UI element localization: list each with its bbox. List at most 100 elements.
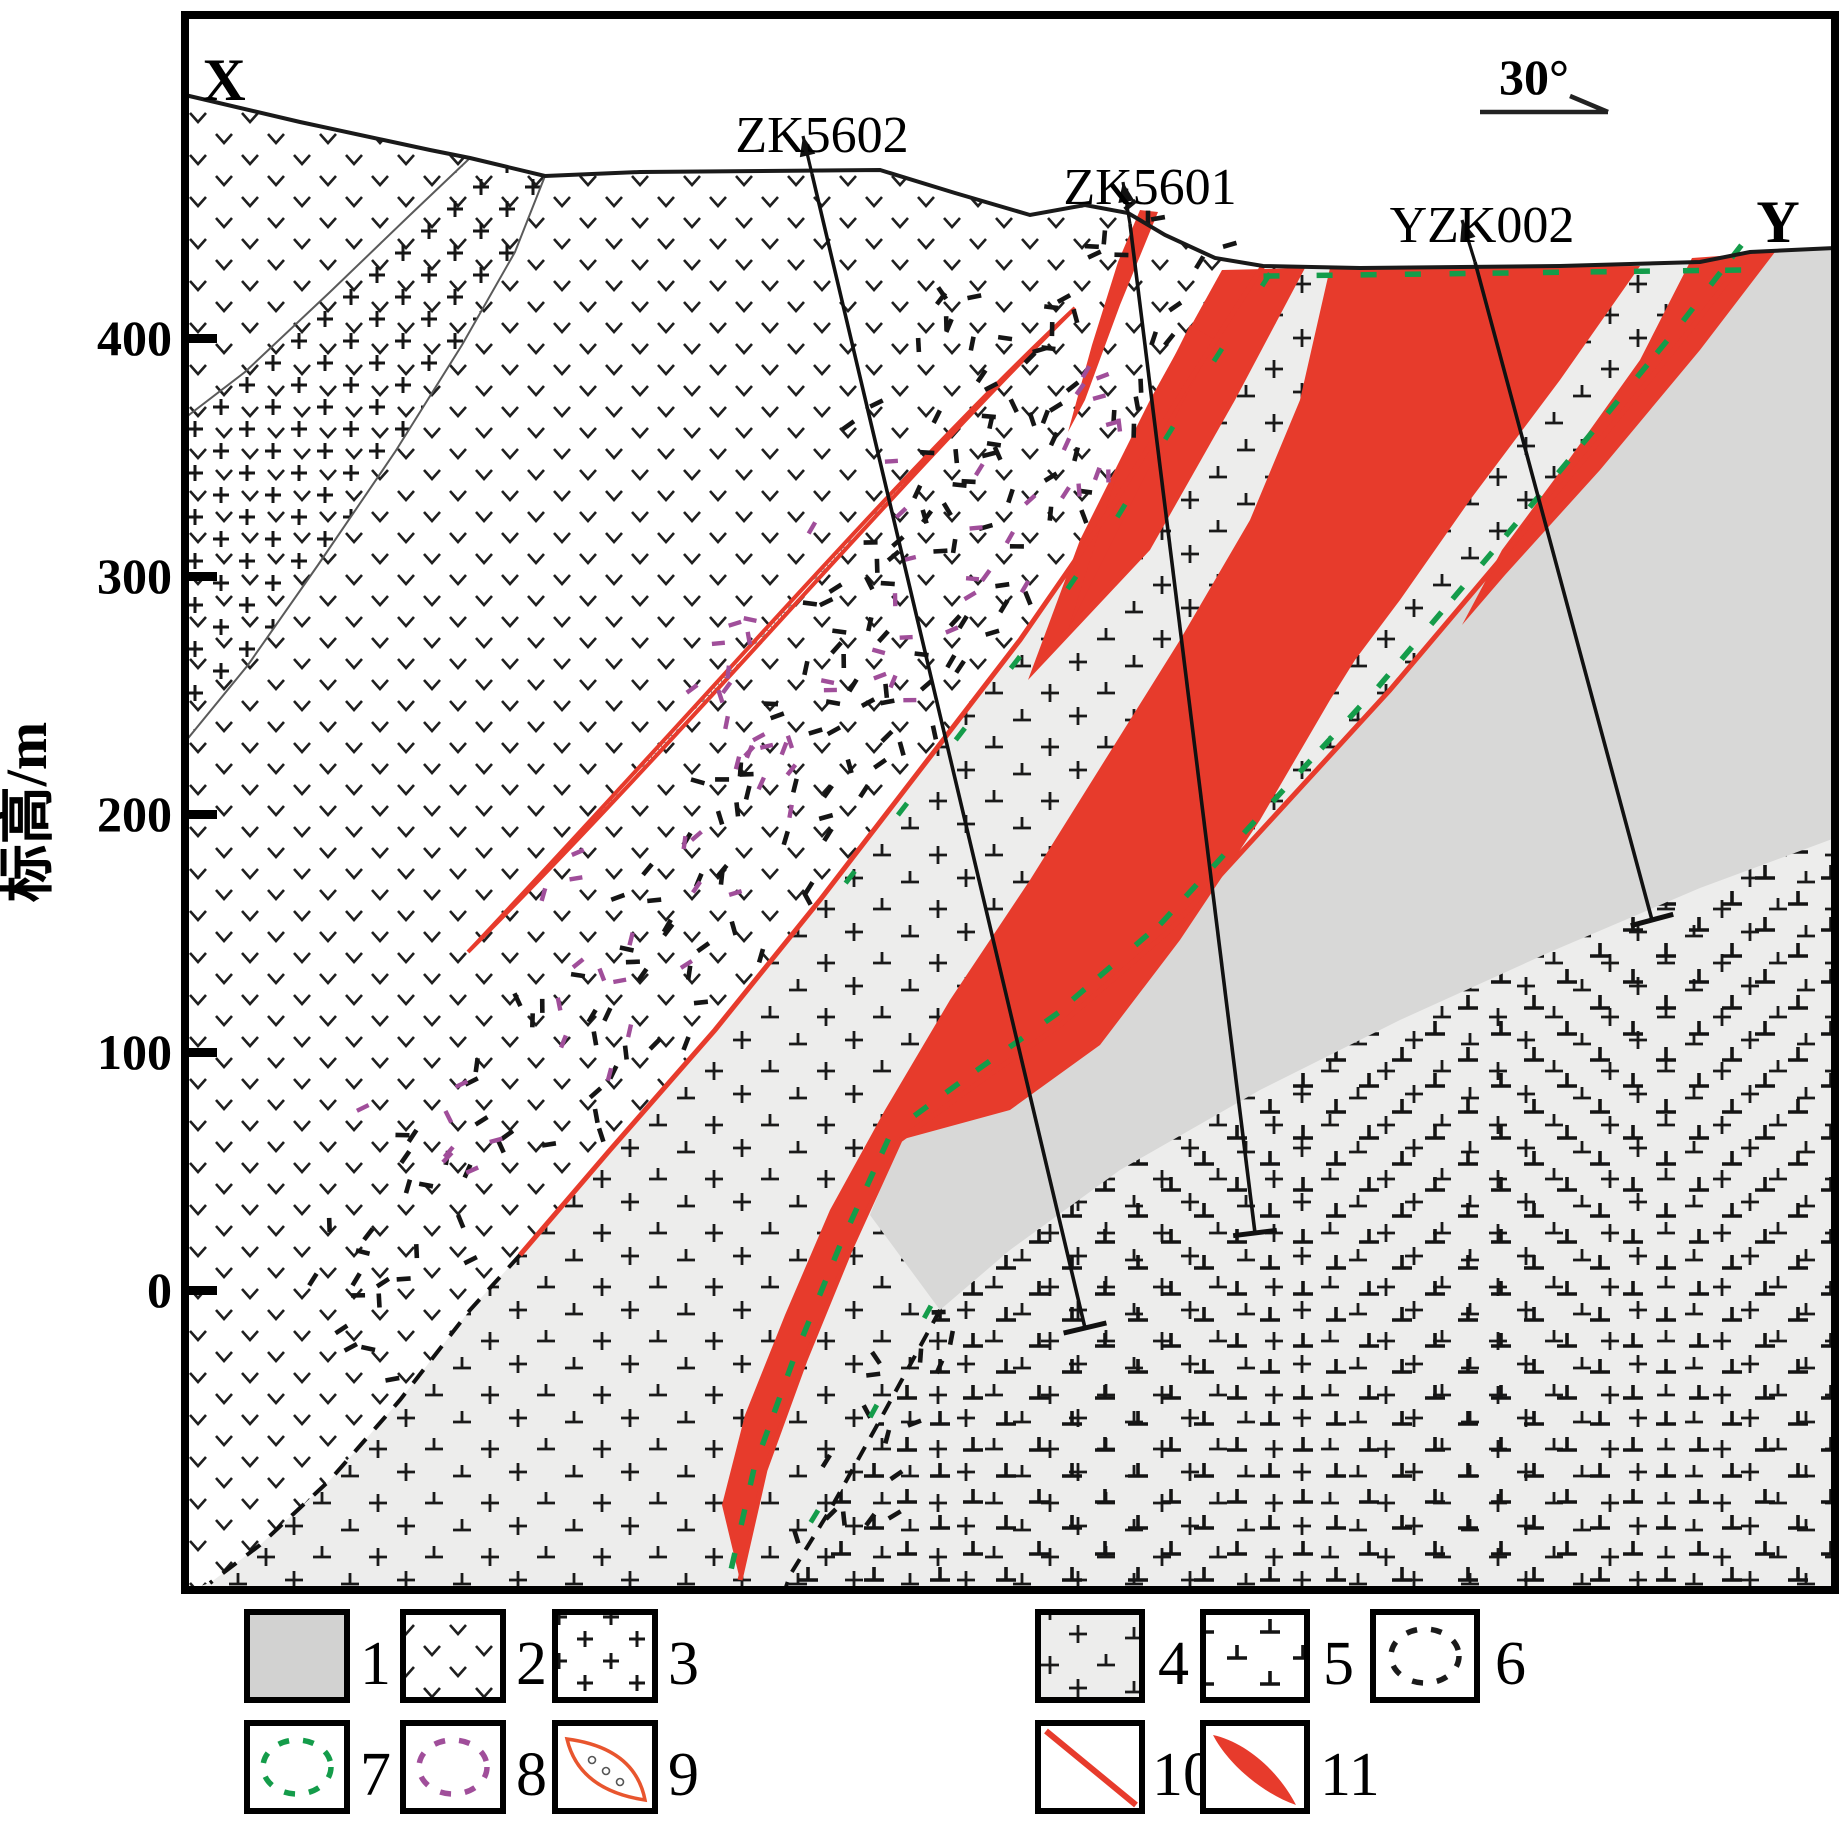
alteration-dash-black [734, 802, 741, 817]
alteration-dash-purple [355, 1103, 370, 1113]
legend-item-7: 7 [244, 1720, 391, 1814]
legend: 1 2 3 4 5 6 7 8 [244, 1609, 1526, 1814]
contact-dash-green [1580, 429, 1595, 446]
alteration-dash-black [953, 448, 960, 464]
alteration-dash-purple [454, 1079, 469, 1089]
alteration-dash-black [948, 614, 962, 628]
alteration-dash-black [912, 484, 923, 500]
alteration-dash-purple [806, 521, 818, 535]
unit3-boundary-line [185, 157, 471, 419]
legend-num: 2 [516, 1630, 547, 1698]
legend-item-11: 11 [1200, 1720, 1380, 1814]
contact-dash-green [895, 801, 910, 817]
alteration-dash-black [418, 1181, 434, 1189]
alteration-dash-purple [442, 1145, 455, 1159]
plot-border [181, 11, 1839, 1594]
alteration-dash-black [803, 881, 815, 896]
alteration-dash-purple [733, 756, 742, 770]
alteration-dash-purple [1095, 371, 1110, 381]
legend-swatch-grey [244, 1609, 350, 1703]
alteration-dash-black [403, 1179, 413, 1194]
alteration-dash-black [920, 449, 935, 456]
contact-dash-green [974, 1059, 992, 1073]
alteration-dash-black [1040, 409, 1051, 425]
contact-dash-green [1163, 425, 1176, 441]
alteration-dash-purple [597, 967, 607, 982]
alteration-dash-black [968, 336, 976, 351]
alteration-dash-purple [728, 888, 743, 897]
alteration-dash-black [818, 596, 834, 608]
legend-item-3: 3 [552, 1609, 699, 1703]
alteration-dash-purple [570, 847, 585, 857]
alteration-dash-black [1032, 345, 1047, 355]
alteration-dash-purple [721, 681, 733, 695]
tick-300: 300 [97, 548, 172, 604]
alteration-dash-black [845, 758, 854, 774]
alteration-dash-black [865, 616, 874, 632]
contact-dash-green [879, 1137, 891, 1155]
alteration-dash-purple [973, 462, 985, 477]
drillhole-zk5602-arrowhead-icon [799, 136, 816, 158]
alteration-dash-purple [1105, 419, 1120, 428]
contact-dash-green [1319, 734, 1335, 751]
alteration-dash-black [1072, 446, 1081, 462]
legend-num: 1 [360, 1630, 391, 1698]
alteration-dash-purple [963, 590, 977, 602]
alteration-dash-black [860, 697, 876, 708]
section-map [185, 95, 1835, 1590]
alteration-dash-black [995, 581, 1010, 589]
legend-swatch-plus-tee [1035, 1609, 1145, 1703]
alteration-dash-purple [465, 1165, 480, 1175]
alteration-dash-purple [681, 835, 688, 850]
contact-dash-green [1097, 964, 1113, 979]
alteration-dash-black [818, 812, 834, 822]
contact-dash-green [1654, 338, 1670, 355]
alteration-dash-black [950, 538, 958, 554]
alteration-dash-black [828, 582, 843, 594]
alteration-dash-purple [745, 631, 753, 646]
contact-red-right [737, 250, 1752, 1581]
legend-item-6: 6 [1370, 1609, 1526, 1703]
alteration-dash-black [647, 897, 662, 904]
alteration-dash-black [858, 784, 870, 799]
alteration-dash-black [334, 1323, 349, 1336]
alteration-dash-purple [679, 959, 694, 970]
contact-dashed-left [208, 1253, 522, 1585]
alteration-dash-purple [1080, 365, 1092, 379]
alteration-dash-purple [980, 569, 992, 583]
alteration-dash-purple [690, 830, 703, 842]
alteration-dash-black [1023, 590, 1033, 606]
contact-dash-green [1503, 521, 1519, 538]
alteration-dash-black [944, 318, 954, 333]
alteration-dash-purple [711, 640, 726, 647]
contact-dash-green [847, 1207, 860, 1224]
alteration-dash-black [1087, 249, 1102, 260]
alteration-dash-black [586, 1008, 598, 1024]
alteration-dash-black [1168, 300, 1183, 313]
alteration-dash-black [737, 762, 744, 777]
region-grey-unit1 [870, 248, 1835, 1310]
alteration-dash-black [648, 1037, 662, 1051]
alteration-dash-black [841, 419, 856, 432]
alteration-dash-black [541, 1141, 557, 1148]
axis-ticks [185, 334, 217, 1295]
drillhole-label-zk5602: ZK5602 [735, 107, 908, 164]
alteration-dash-black [690, 777, 706, 786]
alteration-dash-black [883, 683, 890, 699]
alteration-dash-black [822, 784, 834, 799]
contact-dash-green [1450, 584, 1466, 601]
alteration-dash-black [570, 971, 586, 979]
alteration-dash-black [696, 941, 711, 954]
alteration-dash-black [954, 659, 966, 674]
alteration-dash-black [763, 701, 779, 707]
contact-dash-green [1065, 575, 1079, 591]
alteration-dash-purple [785, 735, 795, 749]
legend-item-4: 4 [1035, 1609, 1189, 1703]
contact-dash-green [1133, 932, 1150, 948]
alteration-dash-black [883, 1429, 892, 1445]
alteration-dash-black [718, 870, 725, 885]
contact-dash-green [1270, 788, 1286, 804]
alteration-dash-black [715, 810, 725, 826]
alteration-dash-purple [888, 674, 898, 689]
dashed-ellipse-icon [416, 1737, 490, 1797]
